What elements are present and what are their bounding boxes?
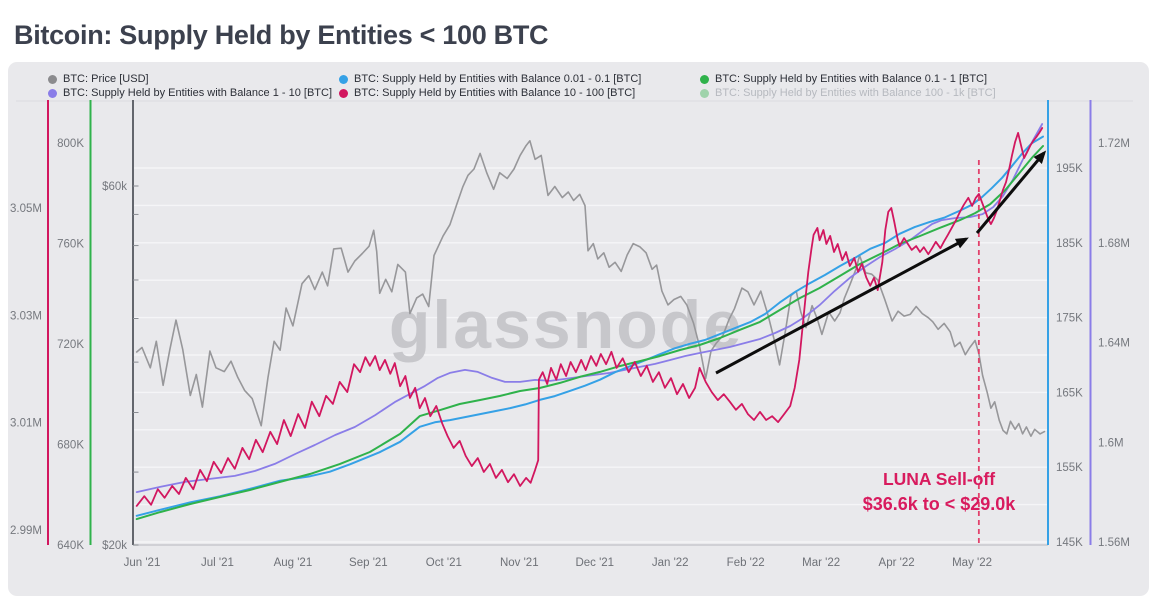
y-tick-label: 195K: [1056, 163, 1083, 175]
x-tick-label: Apr '22: [879, 557, 915, 569]
annotation-subtitle: $36.6k to < $29.0k: [863, 494, 1017, 514]
y-tick-label: 1.72M: [1098, 138, 1130, 150]
x-tick-label: Jan '22: [652, 557, 689, 569]
x-tick-label: Feb '22: [727, 557, 765, 569]
legend-item-2[interactable]: BTC: Supply Held by Entities with Balanc…: [700, 73, 987, 86]
trend-arrow: [715, 237, 969, 375]
legend-dot: [48, 88, 57, 98]
y-tick-label: 800K: [57, 138, 84, 150]
legend-label: BTC: Supply Held by Entities with Balanc…: [354, 73, 642, 85]
y-tick-label: 1.6M: [1098, 437, 1124, 449]
trend-arrow: [975, 150, 1047, 234]
legend-label: BTC: Supply Held by Entities with Balanc…: [63, 86, 333, 99]
y-tick-label: 185K: [1056, 238, 1083, 250]
y-tick-label: 1.56M: [1098, 537, 1130, 549]
x-tick-label: Mar '22: [802, 557, 840, 569]
y-tick-label: 1.64M: [1098, 338, 1130, 350]
axes: $20k $60k 2.99M 3.01M 3.03M 3.05M 640K 680K 720K…: [10, 100, 1130, 569]
legend-item-3[interactable]: BTC: Supply Held by Entities with Balanc…: [48, 87, 332, 100]
y-tick-label: 3.05M: [10, 203, 42, 215]
series-line: [135, 140, 1046, 438]
y-tick-label: $60k: [102, 181, 127, 193]
x-tick-label: Jun '21: [124, 557, 161, 569]
page-title: Bitcoin: Supply Held by Entities < 100 B…: [14, 20, 549, 51]
x-tick-label: Sep '21: [349, 557, 388, 569]
legend-dot: [339, 88, 348, 98]
chart-card: [8, 62, 1149, 596]
legend-label: BTC: Supply Held by Entities with Balanc…: [354, 86, 636, 99]
series-line: [135, 145, 1044, 521]
annotation-title: LUNA Sell-off: [883, 469, 995, 489]
y-tick-label: 175K: [1056, 313, 1083, 325]
y-tick-label: 640K: [57, 540, 84, 552]
y-tick-label: 145K: [1056, 537, 1083, 549]
legend-item-5[interactable]: BTC: Supply Held by Entities with Balanc…: [700, 87, 996, 100]
legend-label: BTC: Supply Held by Entities with Balanc…: [715, 86, 996, 99]
legend-label: BTC: Supply Held by Entities with Balanc…: [715, 73, 988, 85]
chart-annotations: [715, 150, 1047, 545]
legend-dot: [700, 75, 709, 84]
legend-dot: [700, 88, 709, 98]
y-tick-label: 720K: [57, 339, 84, 351]
x-tick-label: May '22: [952, 557, 992, 569]
y-tick-label: 3.01M: [10, 418, 42, 430]
legend-label: BTC: Price [USD]: [63, 73, 149, 85]
legend-item-0[interactable]: BTC: Price [USD]: [48, 73, 149, 86]
y-tick-label: 155K: [1056, 462, 1083, 474]
legend-dot: [339, 75, 348, 84]
y-tick-label: 3.03M: [10, 310, 42, 322]
series-line: [135, 135, 1044, 517]
y-tick-label: $20k: [102, 540, 127, 552]
y-tick-label: 2.99M: [10, 525, 42, 537]
x-tick-label: Dec '21: [575, 557, 614, 569]
legend-item-1[interactable]: BTC: Supply Held by Entities with Balanc…: [339, 73, 641, 86]
y-tick-label: 1.68M: [1098, 238, 1130, 250]
x-tick-label: Nov '21: [500, 557, 539, 569]
series-line: [135, 127, 1044, 507]
glassnode-watermark: glassnode: [389, 287, 743, 363]
x-tick-label: Aug '21: [274, 557, 313, 569]
y-tick-label: 680K: [57, 440, 84, 452]
y-tick-label: 760K: [57, 239, 84, 251]
y-tick-label: 165K: [1056, 387, 1083, 399]
series-lines: [135, 123, 1046, 521]
x-tick-label: Oct '21: [426, 557, 462, 569]
legend-item-4[interactable]: BTC: Supply Held by Entities with Balanc…: [339, 87, 635, 100]
x-tick-label: Jul '21: [201, 557, 234, 569]
legend-dot: [48, 75, 57, 84]
